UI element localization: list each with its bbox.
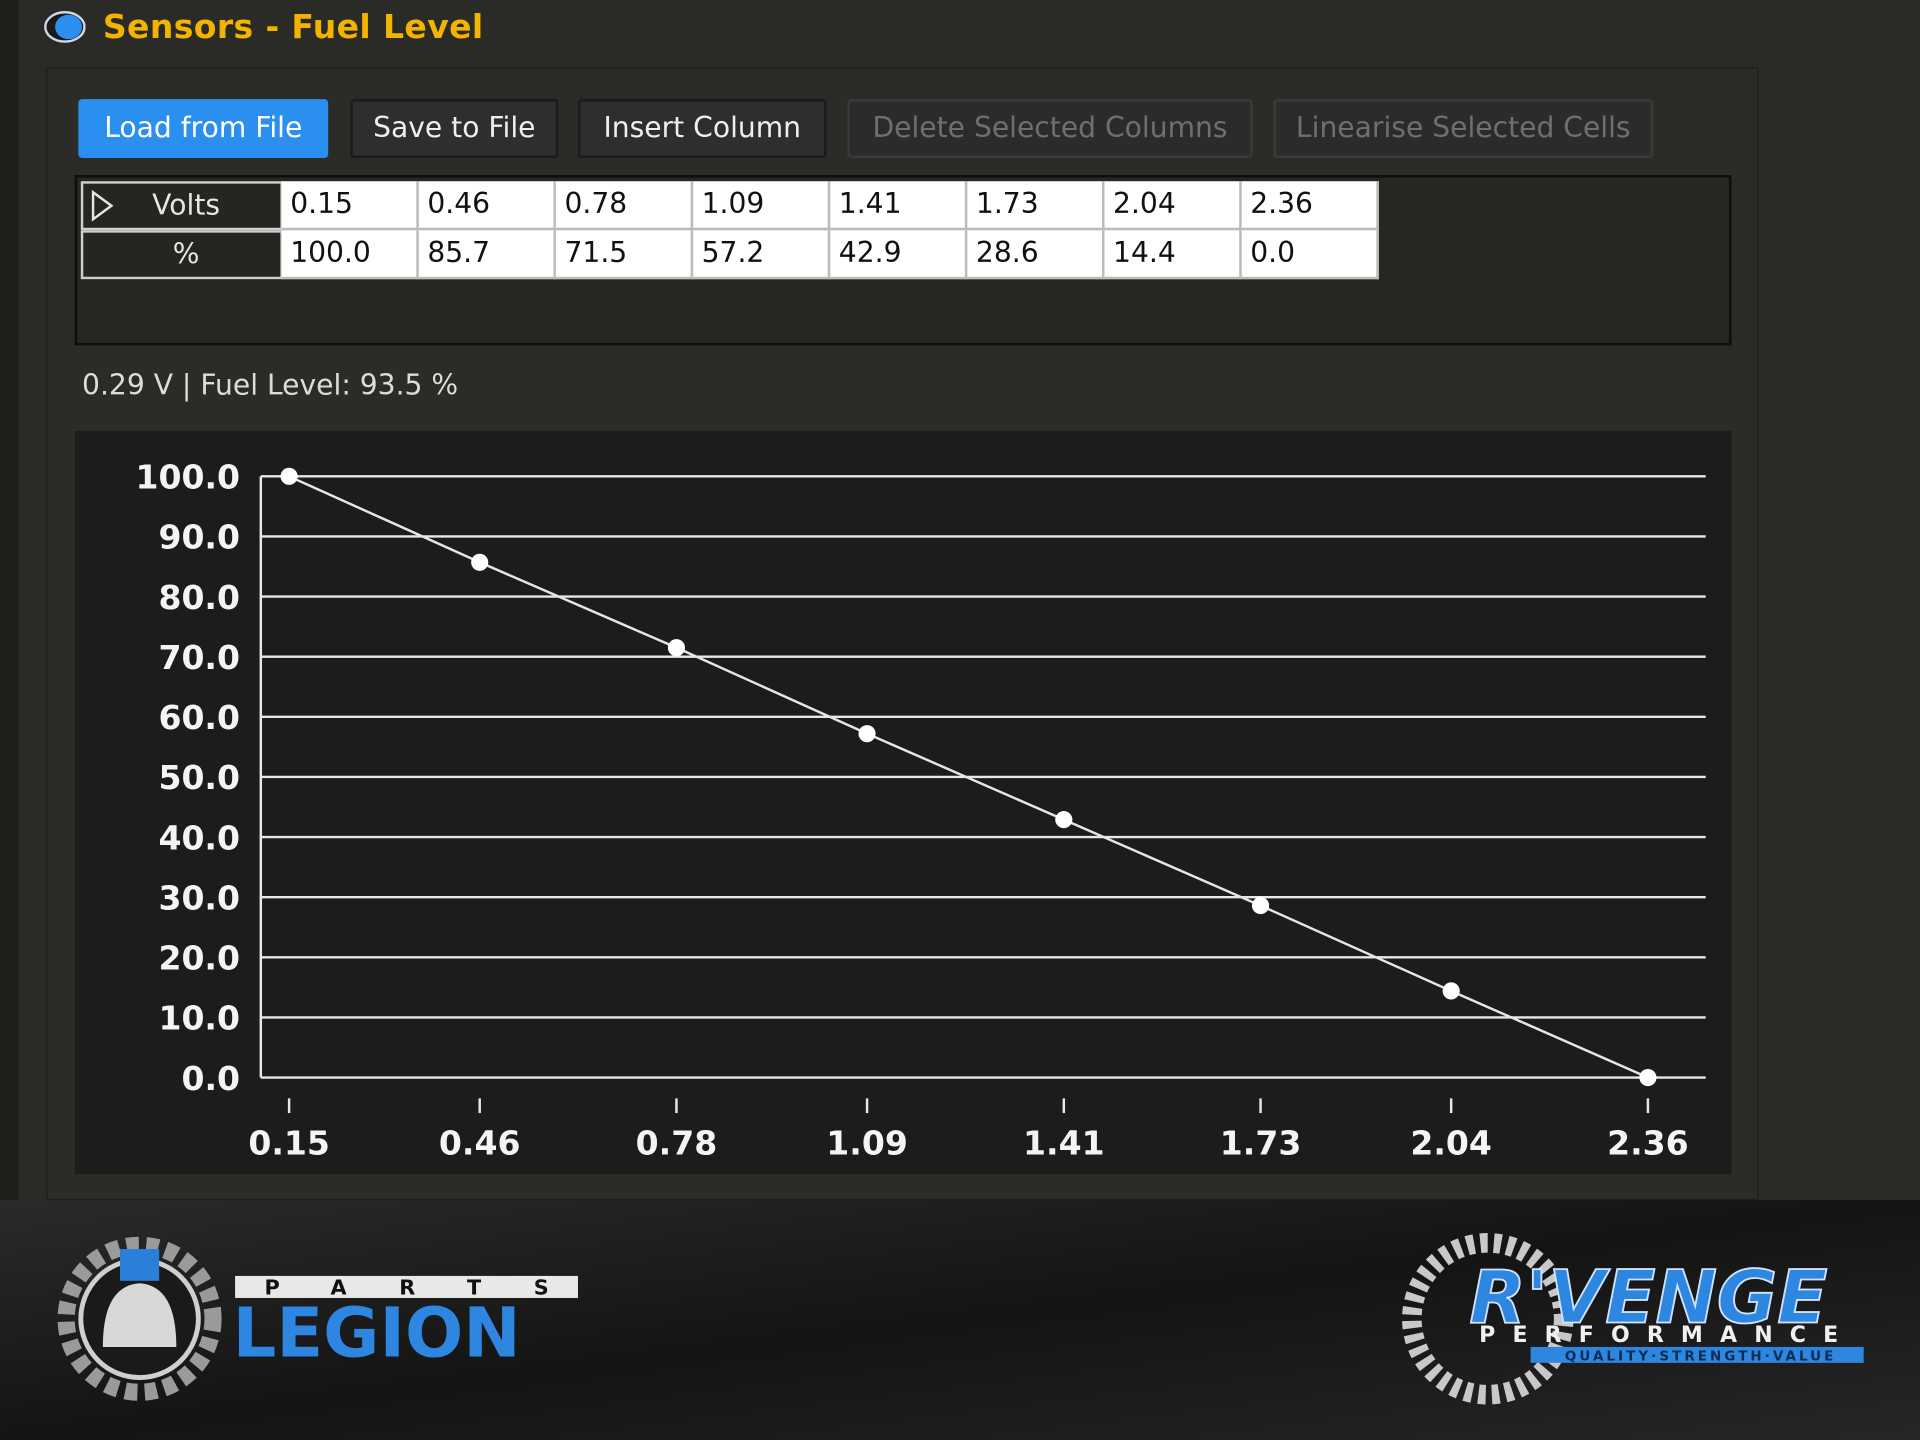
y-tick-label: 0.0 bbox=[181, 1059, 240, 1098]
table-cell[interactable]: 0.15 bbox=[281, 181, 419, 231]
y-tick-label: 10.0 bbox=[158, 999, 240, 1038]
table-cell[interactable]: 71.5 bbox=[555, 230, 694, 280]
y-tick-label: 100.0 bbox=[135, 458, 240, 497]
parts-bar bbox=[235, 1275, 578, 1298]
data-point bbox=[1055, 811, 1073, 829]
x-tick-label: 1.73 bbox=[1220, 1124, 1302, 1163]
toolbar-button[interactable]: Save to File bbox=[350, 99, 559, 158]
footer-background bbox=[0, 1200, 1920, 1440]
y-tick-label: 70.0 bbox=[158, 638, 240, 677]
table-cell[interactable]: 57.2 bbox=[693, 230, 831, 280]
y-tick-label: 90.0 bbox=[158, 518, 240, 557]
table-cell[interactable]: 0.78 bbox=[555, 181, 694, 231]
table-cell[interactable]: 2.36 bbox=[1241, 181, 1379, 231]
status-readout: 0.29 V | Fuel Level: 93.5 % bbox=[82, 369, 459, 402]
data-point bbox=[280, 467, 298, 485]
tagline-bar bbox=[1530, 1346, 1864, 1363]
data-point bbox=[1639, 1068, 1657, 1087]
x-tick-label: 2.04 bbox=[1410, 1124, 1492, 1163]
expand-icon[interactable] bbox=[89, 189, 116, 223]
rvenge-logo: R'VENGE PERFORMANCE QUALITY·STRENGTH·VAL… bbox=[1402, 1233, 1864, 1405]
table-cell[interactable]: 1.09 bbox=[693, 181, 831, 231]
title-bar: Sensors - Fuel Level bbox=[44, 2, 484, 51]
y-tick-label: 60.0 bbox=[158, 698, 240, 737]
x-tick-label: 1.09 bbox=[826, 1124, 908, 1163]
table-cell[interactable]: 0.0 bbox=[1241, 230, 1379, 280]
footer-banner: PARTS LEGION R'VENGE PERFORMANCE QUALITY… bbox=[0, 1200, 1920, 1440]
table-cell[interactable]: 0.46 bbox=[418, 181, 556, 231]
piston bbox=[120, 1248, 160, 1281]
gear bbox=[1402, 1233, 1574, 1405]
gear bbox=[57, 1236, 222, 1401]
data-point bbox=[471, 553, 489, 571]
table-cell[interactable]: 100.0 bbox=[281, 230, 419, 280]
toolbar-button[interactable]: Load from File bbox=[78, 99, 329, 158]
calibration-table: Volts 0.15 0.46 0.78 1.09 1.41 1.73 2.04 2.36% 10… bbox=[74, 175, 1732, 346]
data-point bbox=[858, 725, 876, 743]
data-point bbox=[667, 639, 686, 657]
side-strip bbox=[0, 0, 19, 1201]
toolbar-button[interactable]: Insert Column bbox=[577, 99, 827, 158]
chart-background bbox=[74, 431, 1732, 1175]
table-cell[interactable]: 14.4 bbox=[1104, 230, 1242, 280]
x-tick-label: 1.41 bbox=[1023, 1124, 1105, 1163]
section-title: Sensors - Fuel Level bbox=[102, 7, 484, 46]
table-cell[interactable]: 2.04 bbox=[1104, 181, 1242, 231]
logo-sub: PERFORMANCE bbox=[1479, 1323, 1855, 1348]
x-tick-label: 2.36 bbox=[1607, 1124, 1689, 1163]
logo-main: LEGION bbox=[233, 1294, 521, 1374]
table-cell[interactable]: 1.41 bbox=[830, 181, 968, 231]
toolbar-button: Linearise Selected Cells bbox=[1273, 99, 1654, 158]
table-cell[interactable]: 28.6 bbox=[967, 230, 1105, 280]
toolbar-button: Delete Selected Columns bbox=[847, 99, 1253, 158]
row-header: Volts bbox=[80, 181, 283, 231]
row-header: % bbox=[80, 230, 283, 280]
data-point bbox=[1442, 982, 1460, 1000]
logo-main: R'VENGE bbox=[1469, 1255, 1827, 1340]
logo-tagline: QUALITY·STRENGTH·VALUE bbox=[1565, 1349, 1836, 1364]
x-tick-label: 0.15 bbox=[248, 1124, 330, 1163]
helmet bbox=[102, 1283, 177, 1347]
y-tick-label: 30.0 bbox=[158, 878, 240, 917]
table-cell[interactable]: 1.73 bbox=[967, 181, 1105, 231]
table-cell[interactable]: 85.7 bbox=[418, 230, 556, 280]
y-tick-label: 50.0 bbox=[158, 758, 240, 797]
toggle-icon[interactable] bbox=[44, 11, 86, 43]
chart: 0.0 10.0 20.0 30.0 40.0 50.0 60.0 70.0 80.0 90.0 1… bbox=[74, 431, 1732, 1175]
table-cell[interactable]: 42.9 bbox=[830, 230, 968, 280]
arrow bbox=[91, 189, 114, 222]
y-tick-label: 80.0 bbox=[158, 578, 240, 617]
parts-legion-logo: PARTS LEGION bbox=[57, 1236, 601, 1401]
logo-top: PARTS bbox=[264, 1275, 601, 1299]
x-tick-label: 0.46 bbox=[439, 1124, 521, 1163]
y-tick-label: 40.0 bbox=[158, 818, 240, 857]
data-line bbox=[288, 475, 1649, 1079]
y-tick-label: 20.0 bbox=[158, 939, 240, 978]
x-tick-label: 0.78 bbox=[636, 1124, 718, 1163]
data-point bbox=[1251, 897, 1270, 915]
